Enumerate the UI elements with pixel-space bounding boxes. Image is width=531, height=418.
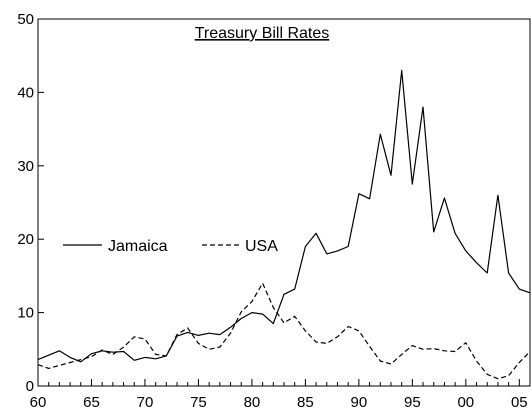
x-tick-label: 95 <box>404 394 421 411</box>
x-tick-label: 05 <box>511 394 528 411</box>
x-tick-label: 60 <box>30 394 47 411</box>
y-tick-label: 30 <box>17 158 34 175</box>
series-line-jamaica <box>37 69 531 363</box>
x-tick-label: 90 <box>351 394 368 411</box>
y-tick-label: 50 <box>17 11 34 28</box>
x-tick-label: 80 <box>244 394 261 411</box>
chart-title: Treasury Bill Rates <box>195 25 330 42</box>
y-tick-label: 20 <box>17 231 34 248</box>
x-tick-label: 65 <box>83 394 100 411</box>
y-tick-label: 10 <box>17 305 34 322</box>
legend: Jamaica USA <box>63 238 278 255</box>
x-tick-label: 00 <box>457 394 474 411</box>
y-tick-label: 0 <box>26 378 34 395</box>
legend-usa-label: USA <box>245 238 278 255</box>
x-tick-label: 70 <box>137 394 154 411</box>
series-layer <box>37 69 531 380</box>
x-tick-label: 75 <box>190 394 207 411</box>
legend-jamaica-label: Jamaica <box>108 238 168 255</box>
series-line-usa <box>37 282 531 380</box>
axes-layer: 0 10 20 30 40 50 60 65 70 75 80 85 90 95 00 05 <box>17 11 531 411</box>
x-tick-label: 85 <box>297 394 314 411</box>
y-tick-label: 40 <box>17 84 34 101</box>
